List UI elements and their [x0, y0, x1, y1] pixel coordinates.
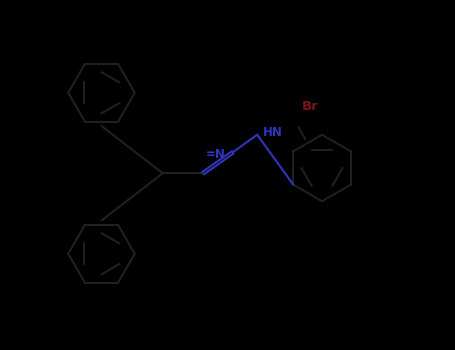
Text: HN: HN: [263, 126, 283, 139]
Text: =N: =N: [206, 148, 226, 161]
Text: Br: Br: [301, 100, 318, 113]
